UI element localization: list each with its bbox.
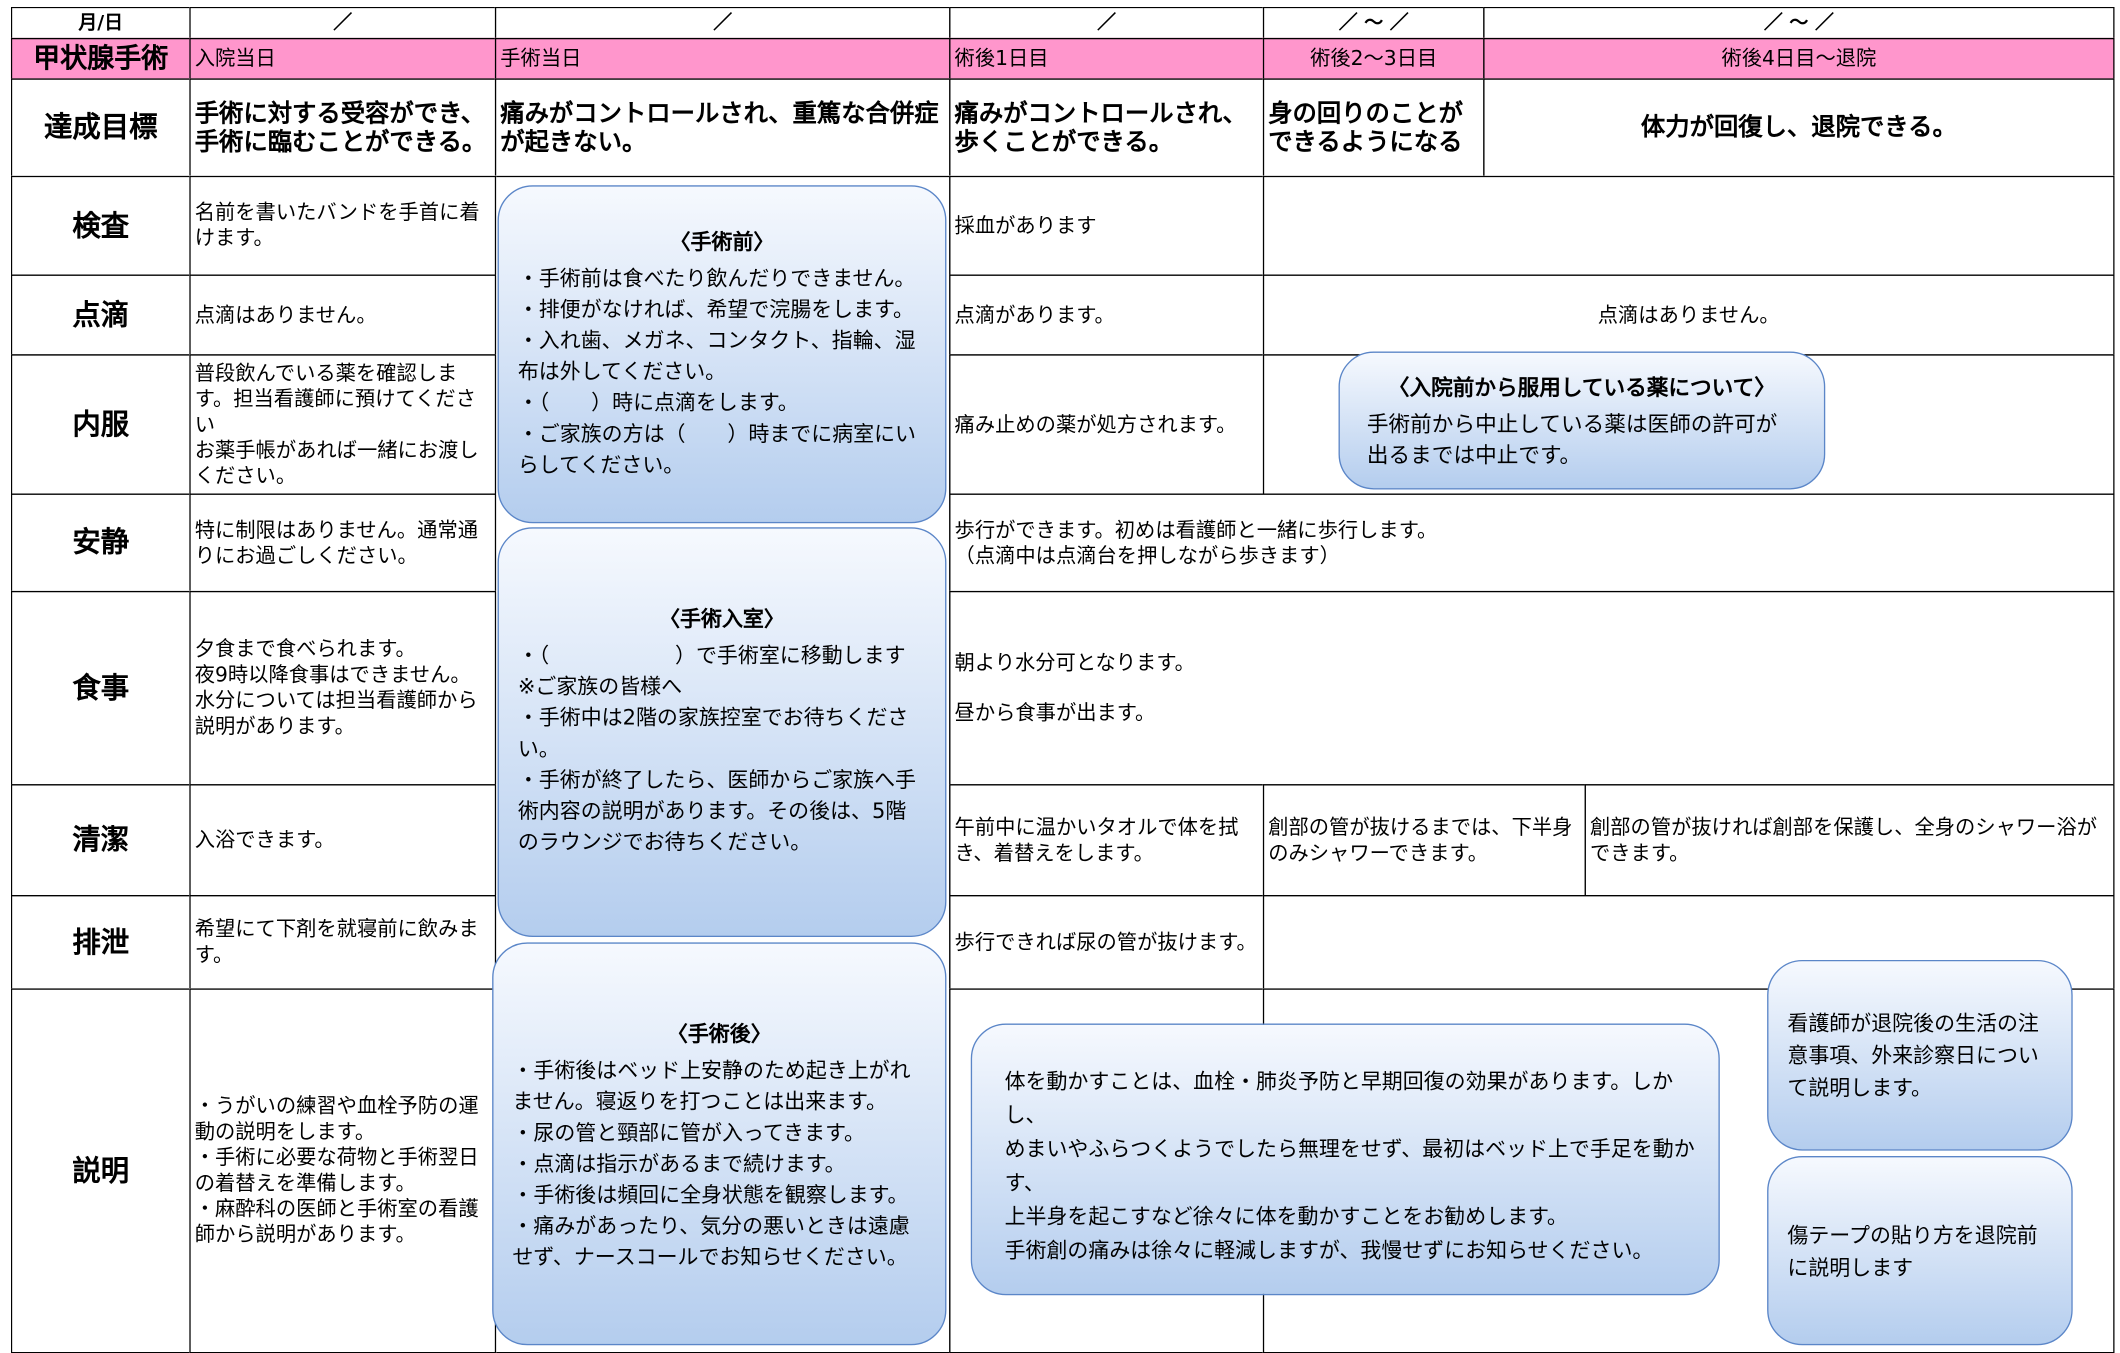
text-line: 水分については担当看護師から説明があります。 <box>194 688 478 739</box>
text-line: 朝より水分可となります。 <box>954 650 1195 675</box>
box-body: 看護師が退院後の生活の注意事項、外来診察日について説明します。 <box>1787 1007 2052 1104</box>
day-header: 術後1日目 <box>949 37 1265 80</box>
text-line: 歩行ができます。初めは看護師と一緒に歩行します。 <box>954 517 1438 542</box>
box-title: 〈手術後〉 <box>666 1022 772 1047</box>
text-line: ・手術中は2階の家族控室でお待ちください。 <box>517 705 909 762</box>
row-label: 清潔 <box>10 784 191 897</box>
box-title: 〈入院前から服用している薬について〉 <box>1387 374 1776 401</box>
box-body: ・手術前は食べたり飲んだりできません。 ・排便がなければ、希望で浣腸をします。・入… <box>518 264 926 482</box>
goal-cell: 痛みがコントロールされ、重篤な合併症が起きない。 <box>494 78 951 178</box>
post-op-day2-3-cell: 創部の管が抜けるまでは、下半身のみシャワーできます。 <box>1262 784 1586 897</box>
day-header: 術後2～3日目 <box>1262 37 1485 80</box>
text-line: ・尿の管と頸部に管が入ってきます。 <box>512 1120 865 1146</box>
date-cell: ／ <box>189 6 497 40</box>
text-line: 上半身を起こすなど徐々に体を動かすことをお勧めします。 <box>1004 1204 1568 1230</box>
text-line: ・麻酔科の医師と手術室の看護師から説明があります。 <box>194 1196 479 1247</box>
day-header: 術後4日目～退院 <box>1483 37 2115 80</box>
post-op-day1-cell: 点滴があります。 <box>949 274 1265 356</box>
row-label: 点滴 <box>10 274 191 356</box>
goal-cell: 手術に対する受容ができ、手術に臨むことができる。 <box>189 78 497 178</box>
text-line: ・手術後はベッド上安静のため起き上がれません。寝返りを打つことは出来ます。 <box>512 1058 911 1115</box>
pathway-title: 甲状腺手術 <box>10 37 191 80</box>
day-header: 手術当日 <box>494 37 951 80</box>
row-label: 説明 <box>10 988 191 1353</box>
date-label: 月/日 <box>10 6 191 40</box>
discharge-note: 看護師が退院後の生活の注意事項、外来診察日について説明します。 <box>1767 959 2073 1151</box>
text-line: ※ご家族の皆様へ <box>517 674 683 700</box>
post-op-day1-cell: 痛み止めの薬が処方されます。 <box>949 354 1265 495</box>
text-line: ・（ ）で手術室に移動します <box>517 643 906 668</box>
admission-cell: 入浴できます。 <box>189 784 497 897</box>
activity-note: 体を動かすことは、血栓・肺炎予防と早期回復の効果があります。しかし、 めまいやふら… <box>970 1023 1720 1296</box>
post-op-day1-cell: 午前中に温かいタオルで体を拭き、着替えをします。 <box>949 784 1265 897</box>
post-op-day1-cell: 採血があります <box>949 175 1265 276</box>
text-line: 夕食まで食べられます。 <box>194 636 416 662</box>
row-label: 安静 <box>10 493 191 593</box>
discharge-note: 傷テープの貼り方を退院前に説明します <box>1767 1155 2073 1346</box>
goal-cell: 身の回りのことができるようになる <box>1262 78 1485 178</box>
date-cell: ／ <box>949 6 1265 40</box>
medication-note: 〈入院前から服用している薬について〉手術前から中止している薬は医師の許可が出るま… <box>1338 351 1826 490</box>
admission-cell: 点滴はありません。 <box>189 274 497 356</box>
text-line: ・手術が終了したら、医師からご家族へ手術内容の説明があります。その後は、5階のラ… <box>517 767 917 855</box>
date-cell: ／ ～ ／ <box>1483 6 2115 40</box>
box-body: 手術前から中止している薬は医師の許可が出るまでは中止です。 <box>1367 408 1797 470</box>
row-label: 検査 <box>10 175 191 276</box>
post-op-later-cell <box>1262 175 2115 276</box>
text-line: めまいやふらつくようでしたら無理をせず、最初はベッド上で手足を動かす、 <box>1004 1137 1695 1196</box>
box-body: ・（ ）で手術室に移動します ※ご家族の皆様へ・手術中は2階の家族控室でお待ちくだ… <box>518 641 926 859</box>
box-title: 〈手術入室〉 <box>659 607 785 632</box>
surgery-note: 〈手術入室〉・（ ）で手術室に移動します ※ご家族の皆様へ・手術中は2階の家族控室… <box>497 527 947 937</box>
admission-cell: 名前を書いたバンドを手首に着けます。 <box>189 175 497 276</box>
post-op-day4-cell: 創部の管が抜ければ創部を保護し、全身のシャワー浴ができます。 <box>1584 784 2115 897</box>
row-label: 排泄 <box>10 895 191 990</box>
date-cell: ／ <box>494 6 951 40</box>
admission-cell: ・うがいの練習や血栓予防の運動の説明をします。 ・手術に必要な荷物と手術翌日の着替… <box>189 988 497 1353</box>
text-line: ・手術後は頻回に全身状態を観察します。 <box>512 1183 909 1208</box>
box-body: 傷テープの貼り方を退院前に説明します <box>1787 1220 2052 1285</box>
text-line: ・手術前は食べたり飲んだりできません。 <box>517 266 916 291</box>
admission-cell: 希望にて下剤を就寝前に飲みます。 <box>189 895 497 990</box>
row-label: 達成目標 <box>10 78 191 178</box>
box-body: 体を動かすことは、血栓・肺炎予防と早期回復の効果があります。しかし、 めまいやふら… <box>1005 1065 1700 1268</box>
row-label: 食事 <box>10 590 191 786</box>
text-line: ・（ ）時に点滴をします。 <box>517 390 799 416</box>
admission-cell: 夕食まで食べられます。 夜9時以降食事はできません。 水分については担当看護師から説… <box>189 590 497 786</box>
text-line: 手術前から中止している薬は医師の許可が出るまでは中止です。 <box>1366 411 1778 468</box>
text-line: 手術創の痛みは徐々に軽減しますが、我慢せずにお知らせください。 <box>1004 1238 1654 1263</box>
text-line: ・排便がなければ、希望で浣腸をします。 <box>517 297 914 322</box>
text-line: 体を動かすことは、血栓・肺炎予防と早期回復の効果があります。しかし、 <box>1004 1069 1674 1128</box>
text-line: ・ご家族の方は（ ）時までに病室にいらしてください。 <box>517 421 917 478</box>
merged-cell: 歩行ができます。初めは看護師と一緒に歩行します。 （点滴中は点滴台を押しながら歩き… <box>949 493 2115 593</box>
text-line: ・うがいの練習や血栓予防の運動の説明をします。 <box>194 1093 479 1144</box>
text-line: 看護師が退院後の生活の注意事項、外来診察日について説明します。 <box>1787 1011 2039 1101</box>
box-title: 〈手術前〉 <box>669 229 775 255</box>
surgery-note: 〈手術前〉・手術前は食べたり飲んだりできません。 ・排便がなければ、希望で浣腸をし… <box>497 185 947 524</box>
text-line: ・入れ歯、メガネ、コンタクト、指輪、湿布は外してください。 <box>517 328 916 384</box>
date-cell: ／ ～ ／ <box>1262 6 1485 40</box>
text-line: 傷テープの貼り方を退院前に説明します <box>1787 1223 2038 1281</box>
row-label: 内服 <box>10 354 191 495</box>
admission-cell: 特に制限はありません。通常通りにお過ごしください。 <box>189 493 497 593</box>
text-line: 夜9時以降食事はできません。 <box>194 662 471 687</box>
text-line: ・点滴は指示があるまで続けます。 <box>512 1151 846 1177</box>
text-line: 昼から食事が出ます。 <box>954 700 1156 725</box>
text-line: ・手術に必要な荷物と手術翌日の着替えを準備します。 <box>194 1145 479 1196</box>
post-op-day1-cell: 歩行できれば尿の管が抜けます。 <box>949 895 1265 990</box>
post-op-later-cell: 点滴はありません。 <box>1262 274 2115 356</box>
text-line: お薬手帳があれば一緒にお渡しください。 <box>194 437 479 488</box>
goal-cell: 体力が回復し、退院できる。 <box>1483 78 2115 178</box>
goal-cell: 痛みがコントロールされ、歩くことができる。 <box>949 78 1265 178</box>
surgery-note: 〈手術後〉・手術後はベッド上安静のため起き上がれません。寝返りを打つことは出来ま… <box>492 942 947 1346</box>
merged-cell: 朝より水分可となります。 昼から食事が出ます。 <box>949 590 2115 786</box>
admission-cell: 普段飲んでいる薬を確認します。担当看護師に預けてください お薬手帳があれば一緒にお… <box>189 354 497 495</box>
day-header: 入院当日 <box>189 37 497 80</box>
text-line: ・痛みがあったり、気分の悪いときは遠慮せず、ナースコールでお知らせください。 <box>512 1214 910 1270</box>
text-line: （点滴中は点滴台を押しながら歩きます） <box>954 542 1340 568</box>
box-body: ・手術後はベッド上安静のため起き上がれません。寝返りを打つことは出来ます。・尿の… <box>512 1056 926 1274</box>
text-line: 普段飲んでいる薬を確認します。担当看護師に預けてください <box>194 360 477 437</box>
